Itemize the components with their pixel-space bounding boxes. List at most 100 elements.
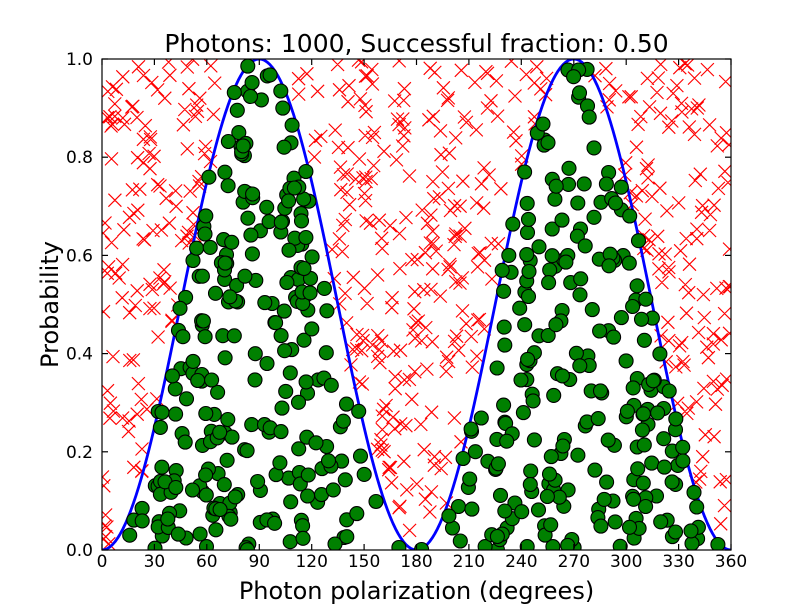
photon-marker: [304, 321, 320, 337]
photon-marker: [606, 329, 622, 345]
photon-marker: [630, 461, 646, 477]
photon-marker: [244, 417, 260, 433]
photon-marker: [304, 249, 320, 265]
photon-marker: [296, 332, 312, 348]
photon-marker: [644, 455, 660, 471]
photon-marker: [519, 195, 535, 211]
photon-marker: [244, 246, 260, 262]
photon-marker: [243, 227, 259, 243]
y-tick-label: 0.6: [66, 246, 93, 266]
photon-marker: [282, 365, 298, 381]
photon-marker: [319, 303, 335, 319]
photon-marker: [298, 229, 314, 246]
photon-marker: [499, 433, 515, 449]
photon-marker: [586, 140, 602, 156]
photon-marker: [192, 526, 208, 542]
photon-marker: [244, 75, 260, 91]
photon-marker: [147, 540, 163, 550]
x-tick-label: 30: [144, 552, 166, 572]
photon-marker: [592, 323, 608, 339]
photon-marker: [601, 258, 617, 274]
photon-marker: [684, 535, 700, 550]
photon-marker: [548, 178, 564, 194]
photon-marker: [293, 213, 310, 229]
photon-marker: [633, 311, 650, 327]
photon-marker: [656, 459, 672, 475]
photon-marker: [546, 387, 562, 403]
photon-marker: [273, 328, 289, 344]
photon-marker: [391, 539, 407, 550]
photon-marker: [247, 372, 263, 388]
photon-marker: [283, 494, 299, 510]
photon-marker: [571, 85, 588, 101]
photon-marker: [286, 180, 302, 196]
photon-marker: [239, 443, 255, 459]
photon-marker: [222, 289, 238, 305]
photon-marker: [497, 337, 513, 353]
photon-marker: [168, 406, 184, 422]
photon-marker: [539, 488, 555, 505]
tick-marks: [101, 58, 732, 551]
photon-marker: [618, 353, 634, 369]
photon-marker: [520, 288, 537, 305]
photon-marker: [267, 515, 283, 531]
photon-marker: [650, 405, 666, 421]
photon-marker: [452, 533, 468, 549]
x-tick-label: 360: [715, 552, 747, 572]
photon-marker: [352, 448, 369, 464]
rejected-markers-path: [102, 59, 731, 550]
photon-marker: [653, 514, 669, 530]
photon-marker: [245, 186, 261, 202]
photon-marker: [520, 351, 536, 367]
photon-marker: [593, 518, 609, 534]
photon-marker: [599, 474, 615, 490]
photon-marker: [259, 355, 275, 372]
photon-marker: [282, 534, 298, 550]
photon-marker: [515, 405, 531, 421]
photon-marker: [198, 467, 214, 483]
photon-marker: [259, 199, 275, 215]
photon-marker: [202, 239, 218, 255]
photon-marker: [686, 484, 702, 500]
photon-marker: [519, 247, 535, 263]
photon-marker: [217, 164, 233, 180]
photon-marker: [636, 437, 652, 453]
photon-marker: [240, 210, 256, 226]
photon-marker: [320, 453, 337, 469]
photon-marker: [520, 211, 537, 227]
photon-marker: [544, 221, 560, 237]
photon-marker: [525, 393, 541, 409]
photon-marker: [596, 491, 612, 507]
photon-marker: [277, 343, 293, 359]
photon-marker: [134, 513, 150, 529]
x-tick-label: 330: [662, 552, 694, 572]
photon-marker: [613, 310, 629, 326]
photon-marker: [368, 493, 384, 510]
photon-marker: [547, 191, 563, 207]
photon-marker: [625, 380, 641, 396]
x-tick-labels: 0 30 60 90 120 150 180 210 240 270 300 330 360: [97, 552, 748, 572]
photon-marker: [325, 482, 341, 498]
photon-marker: [477, 539, 493, 550]
photon-marker: [164, 368, 180, 384]
photon-marker: [621, 255, 637, 271]
photon-marker: [290, 394, 307, 410]
photon-marker: [208, 522, 224, 538]
photon-marker: [216, 477, 232, 493]
photon-marker: [584, 302, 600, 318]
photon-marker: [273, 214, 289, 230]
photon-marker: [652, 346, 668, 362]
photon-marker: [172, 300, 188, 316]
photon-marker: [577, 238, 593, 254]
photon-marker: [337, 472, 353, 488]
photon-marker: [540, 327, 556, 344]
photon-marker: [517, 164, 533, 180]
photon-marker: [587, 462, 603, 478]
photon-marker: [598, 176, 614, 192]
photon-marker: [278, 383, 294, 399]
photon-marker: [272, 455, 288, 471]
photon-marker: [189, 240, 205, 256]
photon-marker: [220, 133, 236, 150]
photon-marker: [560, 537, 576, 550]
photon-marker: [190, 372, 206, 389]
